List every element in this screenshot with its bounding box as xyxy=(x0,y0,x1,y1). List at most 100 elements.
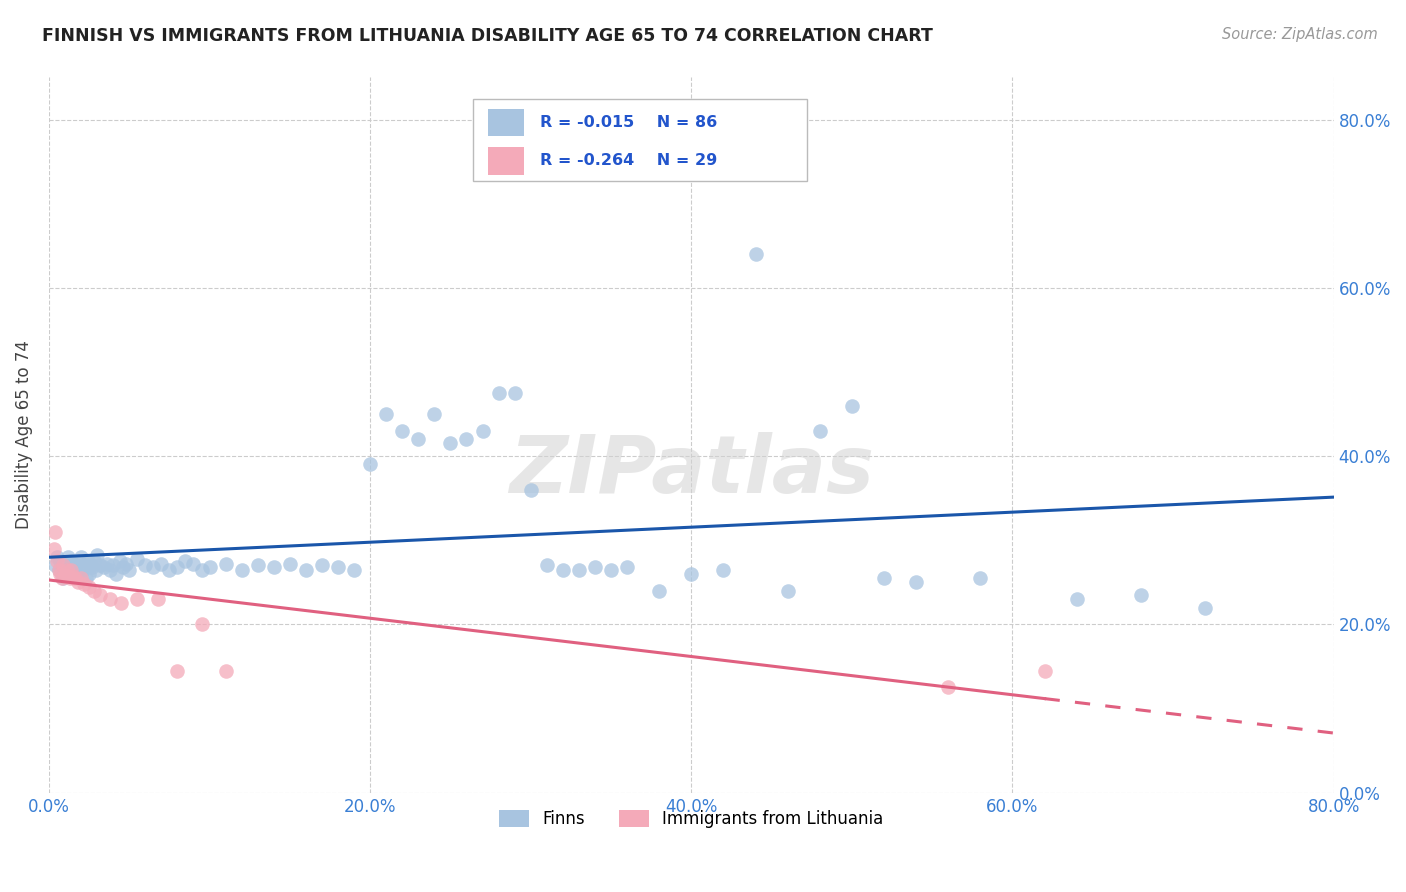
FancyBboxPatch shape xyxy=(488,109,524,136)
Point xyxy=(51,566,73,581)
Point xyxy=(83,583,105,598)
Point xyxy=(583,560,606,574)
Point xyxy=(936,681,959,695)
Point xyxy=(46,550,69,565)
Point xyxy=(49,566,72,581)
Point xyxy=(44,558,66,573)
Point xyxy=(551,563,574,577)
Point xyxy=(82,560,104,574)
Point xyxy=(66,575,89,590)
Point xyxy=(142,560,165,574)
Point xyxy=(439,436,461,450)
Point xyxy=(96,557,118,571)
Point xyxy=(98,592,121,607)
Point xyxy=(744,247,766,261)
Point xyxy=(776,583,799,598)
Point xyxy=(72,563,94,577)
Point xyxy=(456,432,478,446)
Point xyxy=(98,563,121,577)
Point xyxy=(60,563,83,577)
Point xyxy=(70,550,93,565)
Point xyxy=(55,563,77,577)
Point xyxy=(1033,664,1056,678)
Point xyxy=(63,566,86,581)
Point xyxy=(103,558,125,573)
Point xyxy=(58,568,80,582)
Point xyxy=(76,554,98,568)
Point xyxy=(841,399,863,413)
Point xyxy=(969,571,991,585)
Point xyxy=(231,563,253,577)
Text: ZIPatlas: ZIPatlas xyxy=(509,432,873,510)
Point xyxy=(150,557,173,571)
Point xyxy=(519,483,541,497)
Point xyxy=(89,588,111,602)
Point xyxy=(60,554,83,568)
Point xyxy=(1194,600,1216,615)
Point xyxy=(53,568,76,582)
Point xyxy=(69,554,91,568)
FancyBboxPatch shape xyxy=(472,99,807,181)
Point xyxy=(166,664,188,678)
Point xyxy=(198,560,221,574)
Point xyxy=(51,571,73,585)
Point xyxy=(48,563,70,577)
Point xyxy=(183,557,205,571)
Text: Source: ZipAtlas.com: Source: ZipAtlas.com xyxy=(1222,27,1378,42)
Point xyxy=(343,563,366,577)
Point xyxy=(134,558,156,573)
Point xyxy=(46,554,69,568)
Point xyxy=(471,424,494,438)
Point xyxy=(503,386,526,401)
Point xyxy=(111,560,134,574)
Point xyxy=(166,560,188,574)
Point xyxy=(808,424,831,438)
Point xyxy=(157,563,180,577)
Point xyxy=(66,563,89,577)
Point xyxy=(568,563,591,577)
Point xyxy=(174,554,197,568)
Point xyxy=(48,563,70,577)
Point xyxy=(89,558,111,573)
Text: R = -0.015    N = 86: R = -0.015 N = 86 xyxy=(540,115,717,130)
Point xyxy=(408,432,430,446)
Point xyxy=(905,575,928,590)
Point xyxy=(648,583,671,598)
Point xyxy=(115,557,138,571)
Point xyxy=(118,563,141,577)
Point xyxy=(73,558,96,573)
Point xyxy=(214,664,236,678)
Point xyxy=(42,541,65,556)
Point xyxy=(110,596,132,610)
Point xyxy=(873,571,896,585)
Point xyxy=(1066,592,1088,607)
Point xyxy=(375,407,398,421)
Point xyxy=(80,558,103,573)
Point xyxy=(391,424,413,438)
Point xyxy=(681,566,703,581)
Point xyxy=(105,566,128,581)
Point xyxy=(536,558,558,573)
Point xyxy=(52,571,75,585)
Point xyxy=(59,571,82,585)
Point xyxy=(44,524,66,539)
Point xyxy=(62,558,84,573)
FancyBboxPatch shape xyxy=(488,147,524,175)
Point xyxy=(75,571,97,585)
Point xyxy=(127,592,149,607)
Y-axis label: Disability Age 65 to 74: Disability Age 65 to 74 xyxy=(15,341,32,530)
Point xyxy=(616,560,638,574)
Point xyxy=(49,554,72,568)
Point xyxy=(63,571,86,585)
Point xyxy=(55,563,77,577)
Point xyxy=(214,557,236,571)
Text: R = -0.264    N = 29: R = -0.264 N = 29 xyxy=(540,153,717,169)
Point xyxy=(73,577,96,591)
Point xyxy=(77,566,100,581)
Point xyxy=(59,566,82,581)
Point xyxy=(108,554,131,568)
Point xyxy=(423,407,446,421)
Point xyxy=(58,550,80,565)
Point xyxy=(246,558,269,573)
Point xyxy=(127,551,149,566)
